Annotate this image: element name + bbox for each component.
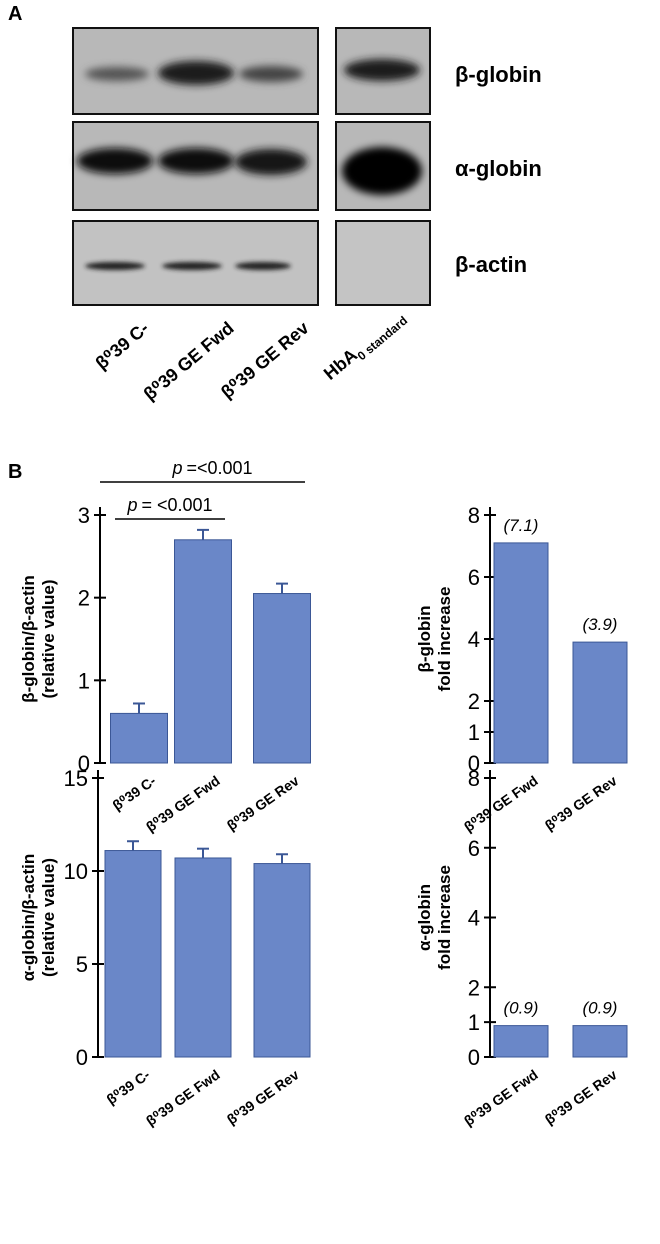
x-tick-label: β⁰39 GE Fwd [143,1066,223,1129]
bar [493,542,549,764]
annotation-italic: p [171,458,182,478]
y-tick-label: 5 [76,952,88,977]
bar [174,539,232,764]
blot [72,27,431,306]
y-tick-label: 0 [468,1045,480,1070]
lane-label-main: HbA [320,345,361,384]
bar [572,641,628,764]
bar [104,850,162,1058]
y-tick-label: 2 [468,689,480,714]
y-axis-label: α-globin/β-actin [19,854,38,982]
blot-label: α-globin [455,156,542,181]
annotation: p =<0.001 [171,458,252,478]
y-axis-label: fold increase [435,587,454,692]
value-label: (3.9) [583,615,618,634]
x-tick-label: β⁰39 C- [109,772,159,813]
blot-label: β-actin [455,252,527,277]
y-axis-label: β-globin [415,605,434,672]
value-label: (7.1) [504,516,539,535]
y-tick-label: 6 [468,836,480,861]
y-tick-label: 0 [78,751,90,776]
y-tick-label: 10 [64,859,88,884]
panel-label: B [8,461,22,483]
x-tick-label: β⁰39 GE Rev [542,772,620,833]
y-tick-label: 1 [78,668,90,693]
bar [110,712,168,764]
y-tick-label: 8 [468,503,480,528]
y-tick-label: 2 [78,586,90,611]
x-tick-label: β⁰39 GE Rev [224,772,302,833]
y-tick-label: 4 [468,906,480,931]
y-tick-label: 8 [468,766,480,791]
y-axis-label: fold increase [435,865,454,970]
x-tick-label: β⁰39 GE Rev [224,1066,302,1127]
y-tick-label: 3 [78,503,90,528]
bar [253,593,311,764]
x-tick-label: β⁰39 GE Fwd [461,1066,541,1129]
lane-label-sub: 0 standard [355,313,410,363]
y-axis-label: β-globin/β-actin [19,575,38,702]
bar [572,1025,628,1058]
panel-label: A [8,3,22,25]
bar [174,857,232,1058]
annotation: p = <0.001 [126,495,212,515]
y-tick-label: 2 [468,975,480,1000]
y-tick-label: 1 [468,720,480,745]
x-tick-label: β⁰39 GE Rev [542,1066,620,1127]
annotation-text: = <0.001 [141,495,212,515]
y-tick-label: 0 [76,1045,88,1070]
y-tick-label: 6 [468,565,480,590]
y-tick-label: 4 [468,627,480,652]
annotation-italic: p [126,495,137,515]
lane-label: β⁰39 C- [92,318,153,374]
bar [493,1025,549,1058]
lane-label: HbA0 standard [320,306,410,387]
y-tick-label: 1 [468,1010,480,1035]
y-axis-label: α-globin [415,884,434,951]
y-axis-label: (relative value) [39,858,58,977]
y-axis-label: (relative value) [39,579,58,698]
x-tick-label: β⁰39 C- [103,1066,153,1107]
bar [253,863,311,1058]
value-label: (0.9) [583,999,618,1018]
y-tick-label: 15 [64,766,88,791]
value-label: (0.9) [504,999,539,1018]
y-tick-label: 0 [468,751,480,776]
annotation-text: =<0.001 [186,458,252,478]
blot-label: β-globin [455,62,542,87]
